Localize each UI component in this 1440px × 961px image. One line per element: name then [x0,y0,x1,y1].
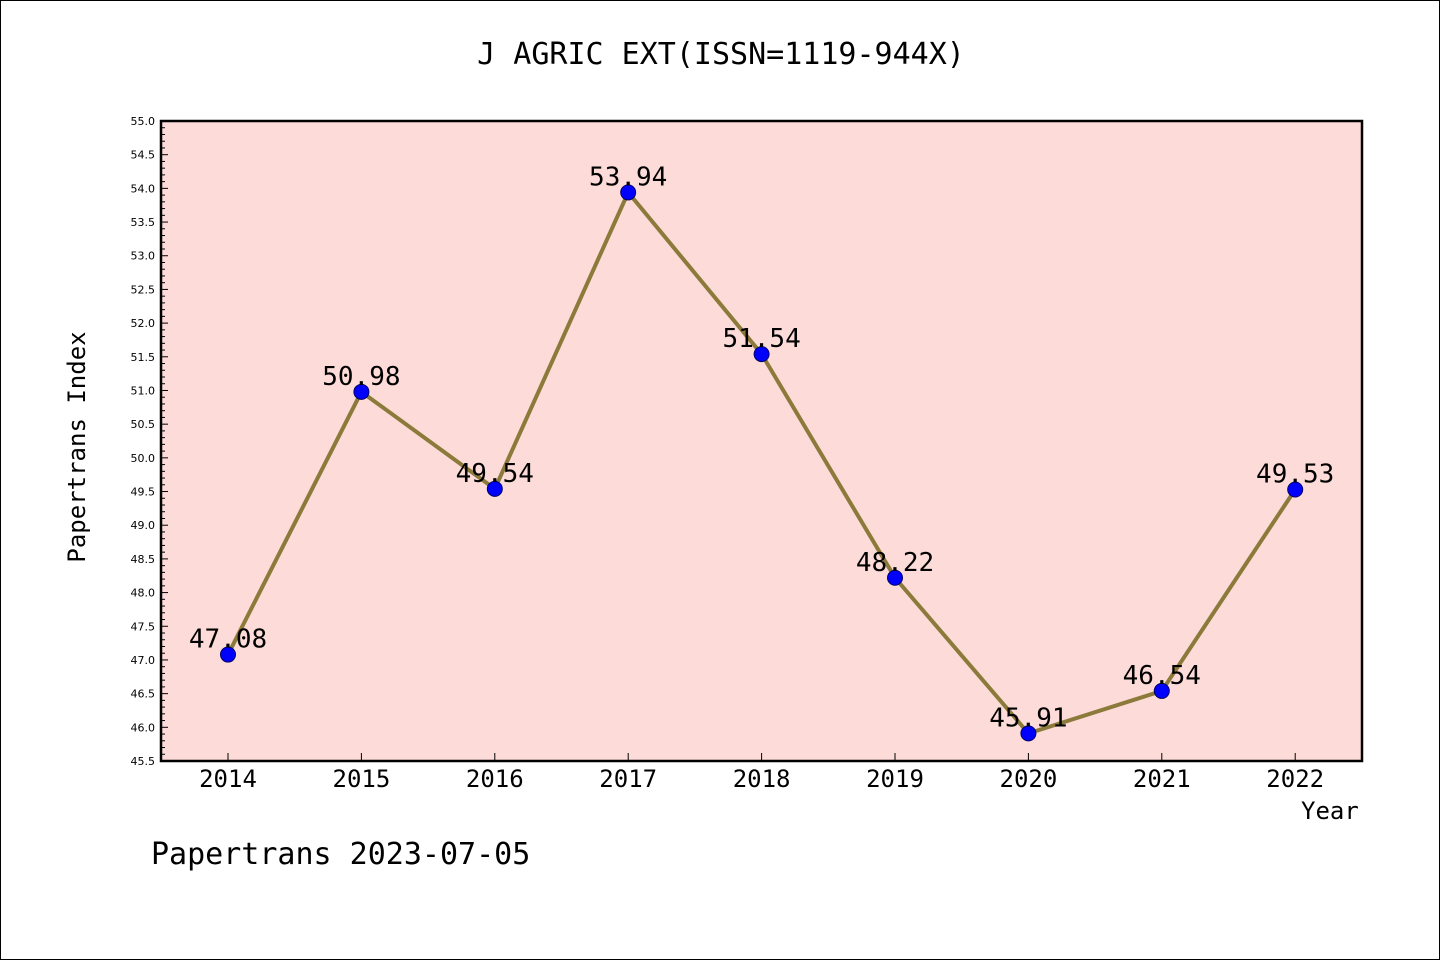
data-point [486,480,503,497]
plot-border [159,119,1364,763]
data-point [753,346,770,363]
y-tick-label: 47.0 [131,654,156,667]
data-point [1153,682,1170,699]
y-tick-label: 52.5 [131,283,156,296]
x-tick-label: 2014 [199,765,257,793]
x-tick-label: 2018 [733,765,791,793]
data-label: 50.98 [322,362,400,392]
x-axis-label: Year [1301,797,1359,825]
chart-title: J AGRIC EXT(ISSN=1119-944X) [477,37,965,72]
footer-credit: Papertrans 2023-07-05 [151,837,531,872]
data-point [353,383,370,400]
y-tick-label: 52.0 [131,317,156,330]
data-label: 49.54 [456,459,534,489]
data-label: 48.22 [856,548,934,578]
data-point [1287,481,1304,498]
data-label: 47.08 [189,625,267,655]
x-tick-label: 2022 [1266,765,1324,793]
y-tick-label: 54.5 [131,149,156,162]
data-label: 53.94 [589,162,667,192]
y-tick-label: 53.5 [131,216,156,229]
y-tick-label: 50.0 [131,452,156,465]
data-label: 49.53 [1256,460,1334,490]
x-tick-label: 2021 [1133,765,1191,793]
y-tick-label: 54.0 [131,182,156,195]
plot-area [161,121,1362,761]
data-point [220,646,236,663]
y-tick-label: 49.0 [131,519,156,532]
data-point [1020,725,1037,742]
x-tick-label: 2017 [599,765,657,793]
y-tick-label: 46.5 [131,688,156,701]
y-tick-label: 55.0 [131,115,156,128]
data-label: 51.54 [722,324,800,354]
data-label: 46.54 [1123,661,1201,691]
y-tick-label: 53.0 [131,250,156,263]
data-point [620,184,637,201]
y-tick-label: 49.5 [131,486,156,499]
x-tick-label: 2015 [333,765,391,793]
y-tick-label: 48.0 [131,587,156,600]
data-label: 45.91 [989,703,1067,733]
y-tick-label: 51.5 [131,351,156,364]
y-tick-label: 48.5 [131,553,156,566]
y-tick-label: 46.0 [131,721,156,734]
x-tick-label: 2016 [466,765,524,793]
x-tick-label: 2019 [866,765,924,793]
data-point [887,569,903,586]
y-tick-label: 50.5 [131,418,156,431]
y-tick-label: 47.5 [131,620,156,633]
x-tick-label: 2020 [1000,765,1058,793]
y-tick-label: 51.0 [131,384,156,397]
y-tick-label: 45.5 [131,755,156,768]
